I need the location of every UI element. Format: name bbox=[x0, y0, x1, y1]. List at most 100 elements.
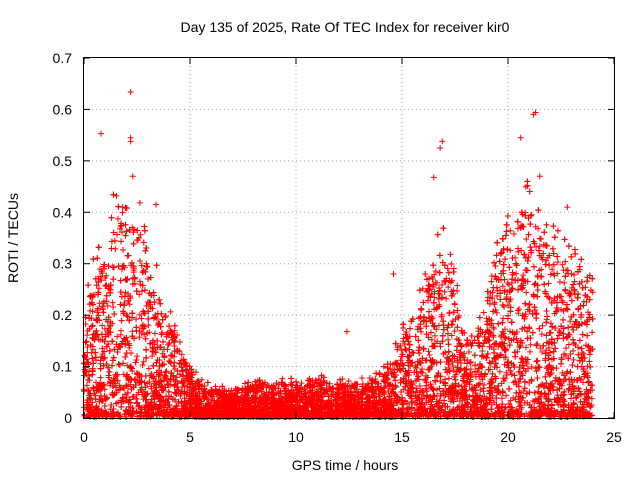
data-point bbox=[584, 363, 591, 370]
data-point bbox=[145, 322, 152, 329]
data-point bbox=[83, 382, 90, 389]
data-point bbox=[161, 372, 168, 379]
data-point bbox=[559, 261, 566, 268]
data-point bbox=[431, 294, 438, 301]
data-point bbox=[547, 271, 554, 278]
data-point bbox=[533, 358, 540, 365]
data-point bbox=[113, 192, 120, 199]
data-point bbox=[386, 393, 393, 400]
data-point bbox=[583, 298, 590, 305]
data-point bbox=[565, 341, 572, 348]
data-point bbox=[571, 271, 578, 278]
data-point bbox=[486, 359, 493, 366]
data-point bbox=[543, 257, 550, 264]
data-point bbox=[84, 344, 91, 351]
data-point bbox=[513, 270, 520, 277]
data-point bbox=[454, 395, 461, 402]
data-point bbox=[419, 285, 426, 292]
data-point bbox=[418, 328, 425, 335]
data-point bbox=[398, 347, 405, 354]
data-point bbox=[84, 332, 91, 339]
data-point bbox=[151, 330, 158, 337]
data-point bbox=[479, 343, 486, 350]
data-point bbox=[496, 368, 503, 375]
data-point bbox=[133, 391, 140, 398]
data-point bbox=[133, 408, 140, 415]
data-point bbox=[126, 301, 133, 308]
data-point bbox=[143, 302, 150, 309]
data-point bbox=[536, 243, 543, 250]
data-point bbox=[480, 385, 487, 392]
data-point bbox=[114, 215, 121, 222]
data-point bbox=[523, 344, 530, 351]
data-point bbox=[445, 284, 452, 291]
data-point bbox=[507, 247, 514, 254]
data-point bbox=[298, 380, 305, 387]
data-point bbox=[589, 329, 596, 336]
data-point bbox=[507, 328, 514, 335]
data-point bbox=[503, 392, 510, 399]
data-point bbox=[416, 376, 423, 383]
data-point bbox=[133, 316, 140, 323]
data-point bbox=[136, 278, 143, 285]
data-point bbox=[145, 365, 152, 372]
data-point bbox=[419, 389, 426, 396]
data-point bbox=[154, 357, 161, 364]
data-point bbox=[171, 366, 178, 373]
data-point bbox=[444, 265, 451, 272]
data-point bbox=[129, 368, 136, 375]
data-point bbox=[345, 378, 352, 385]
data-point bbox=[515, 310, 522, 317]
data-point bbox=[426, 352, 433, 359]
data-point bbox=[359, 380, 366, 387]
data-point bbox=[431, 332, 438, 339]
data-point bbox=[562, 258, 569, 265]
data-point bbox=[520, 272, 527, 279]
data-point bbox=[99, 322, 106, 329]
data-point bbox=[528, 363, 535, 370]
data-point bbox=[138, 315, 145, 322]
data-point bbox=[140, 358, 147, 365]
data-point bbox=[527, 341, 534, 348]
data-point bbox=[507, 227, 514, 234]
data-point bbox=[567, 318, 574, 325]
data-point bbox=[538, 331, 545, 338]
data-point bbox=[586, 351, 593, 358]
data-point bbox=[518, 355, 525, 362]
data-point bbox=[526, 348, 533, 355]
data-point bbox=[533, 243, 540, 250]
data-point bbox=[122, 289, 129, 296]
data-point bbox=[445, 375, 452, 382]
data-point bbox=[450, 367, 457, 374]
data-point bbox=[570, 356, 577, 363]
data-point bbox=[432, 377, 439, 384]
data-point bbox=[570, 347, 577, 354]
data-point bbox=[403, 347, 410, 354]
data-point bbox=[81, 404, 88, 411]
data-point bbox=[178, 351, 185, 358]
data-point bbox=[586, 358, 593, 365]
data-point bbox=[465, 349, 472, 356]
data-point bbox=[480, 309, 487, 316]
data-point bbox=[480, 353, 487, 360]
data-point bbox=[515, 225, 522, 232]
data-point bbox=[493, 309, 500, 316]
data-point bbox=[454, 282, 461, 289]
data-point bbox=[116, 362, 123, 369]
data-point bbox=[481, 381, 488, 388]
data-point bbox=[432, 268, 439, 275]
data-point bbox=[536, 235, 543, 242]
data-point bbox=[134, 353, 141, 360]
data-point bbox=[588, 395, 595, 402]
data-point bbox=[545, 294, 552, 301]
data-point bbox=[326, 380, 333, 387]
data-point bbox=[517, 359, 524, 366]
data-point bbox=[114, 333, 121, 340]
data-point bbox=[554, 259, 561, 266]
data-point bbox=[448, 332, 455, 339]
data-point bbox=[110, 303, 117, 310]
data-point bbox=[487, 397, 494, 404]
data-point bbox=[539, 348, 546, 355]
data-point bbox=[556, 279, 563, 286]
